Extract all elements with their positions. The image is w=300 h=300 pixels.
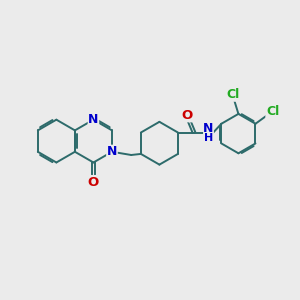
Text: O: O [88, 176, 99, 189]
Text: N: N [203, 122, 214, 136]
Text: N: N [88, 113, 99, 126]
Text: N: N [107, 145, 117, 158]
Text: O: O [182, 109, 193, 122]
Text: Cl: Cl [266, 105, 279, 118]
Text: H: H [204, 133, 213, 143]
Text: Cl: Cl [226, 88, 239, 101]
